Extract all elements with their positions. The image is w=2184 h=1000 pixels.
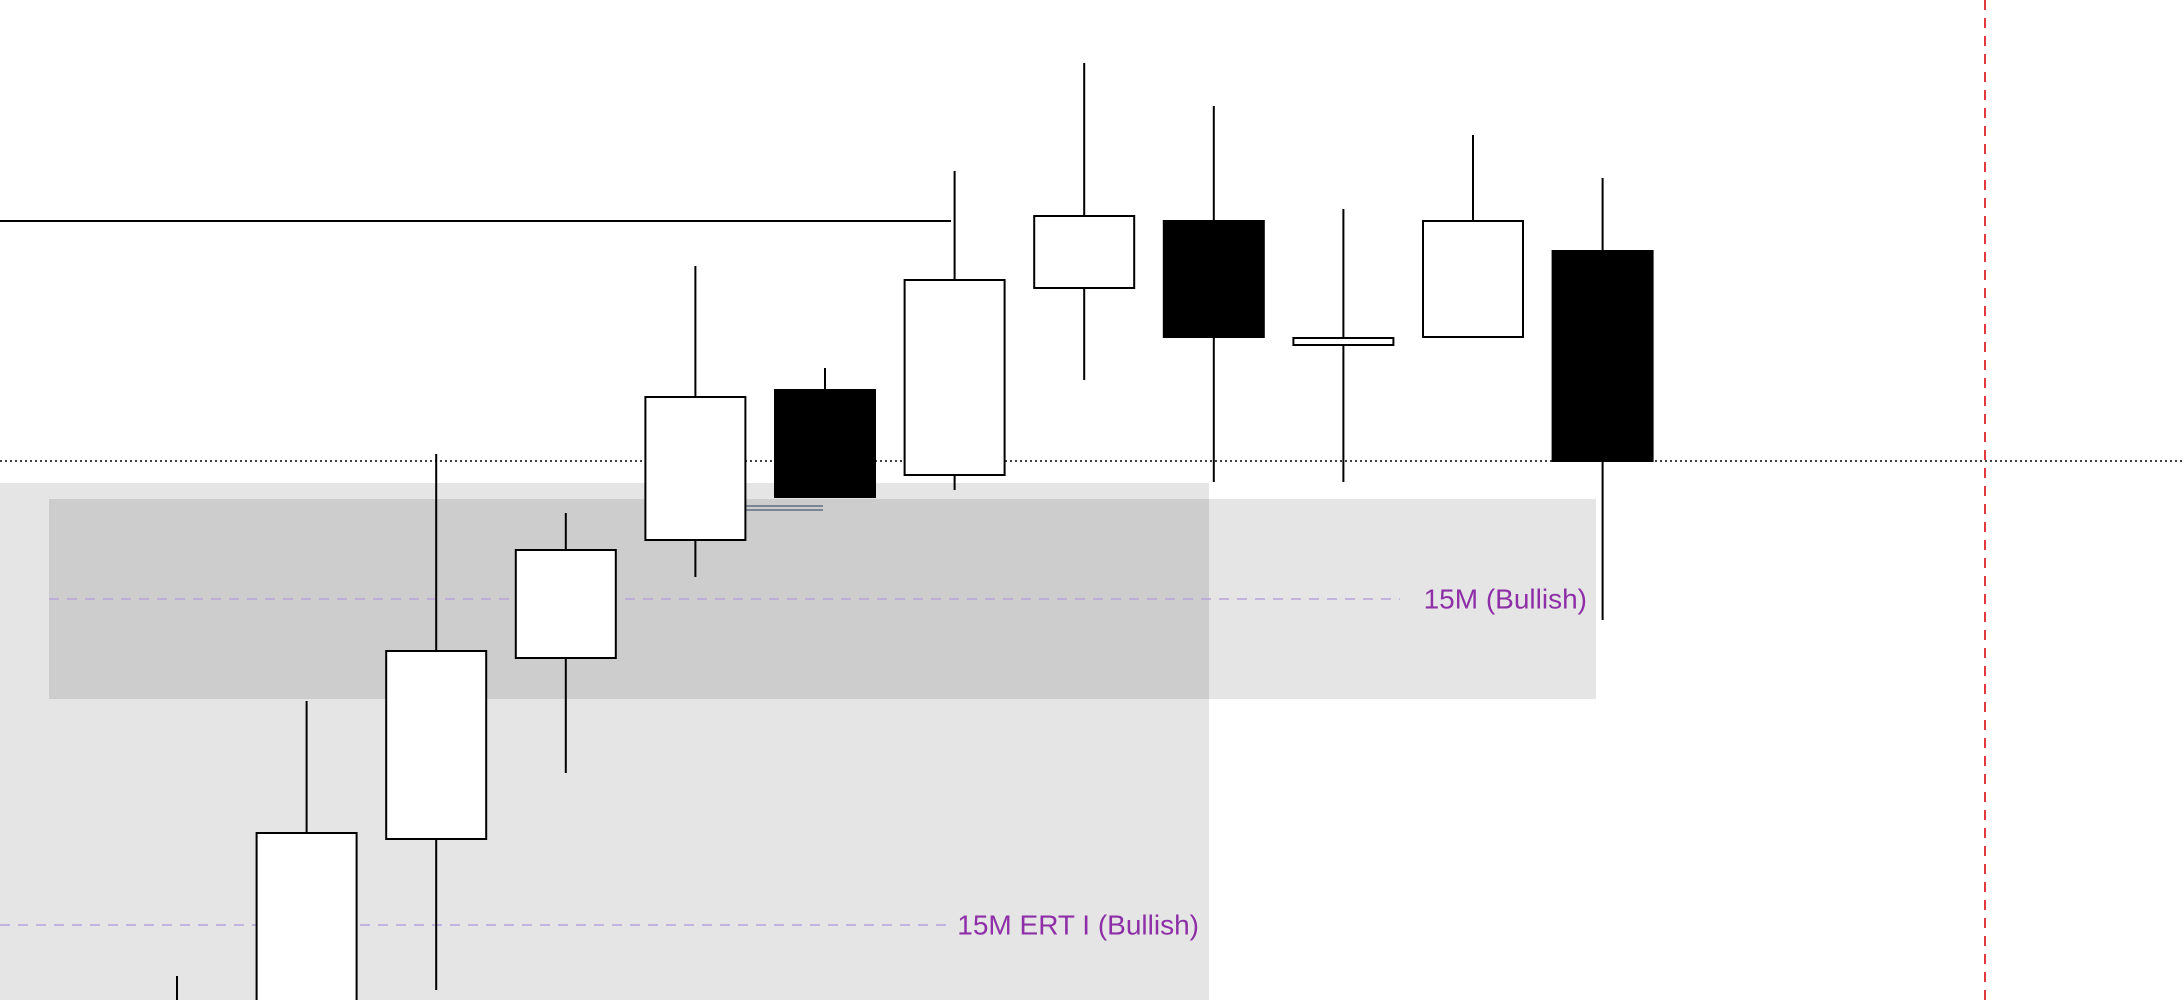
candle-body (1551, 250, 1654, 462)
zone-label: 15M (Bullish) (1424, 583, 1587, 614)
candle-body (385, 650, 488, 840)
candle-body (903, 279, 1006, 476)
candle-body (1162, 220, 1265, 338)
candle-body (644, 396, 747, 541)
candle-body (1033, 215, 1136, 289)
candle-body (1292, 337, 1395, 346)
candle-body (514, 549, 617, 659)
zone-label: 15M ERT I (Bullish) (957, 909, 1199, 940)
candle-body (774, 389, 876, 498)
candle-body (255, 832, 358, 1000)
candle-body (1422, 220, 1524, 338)
